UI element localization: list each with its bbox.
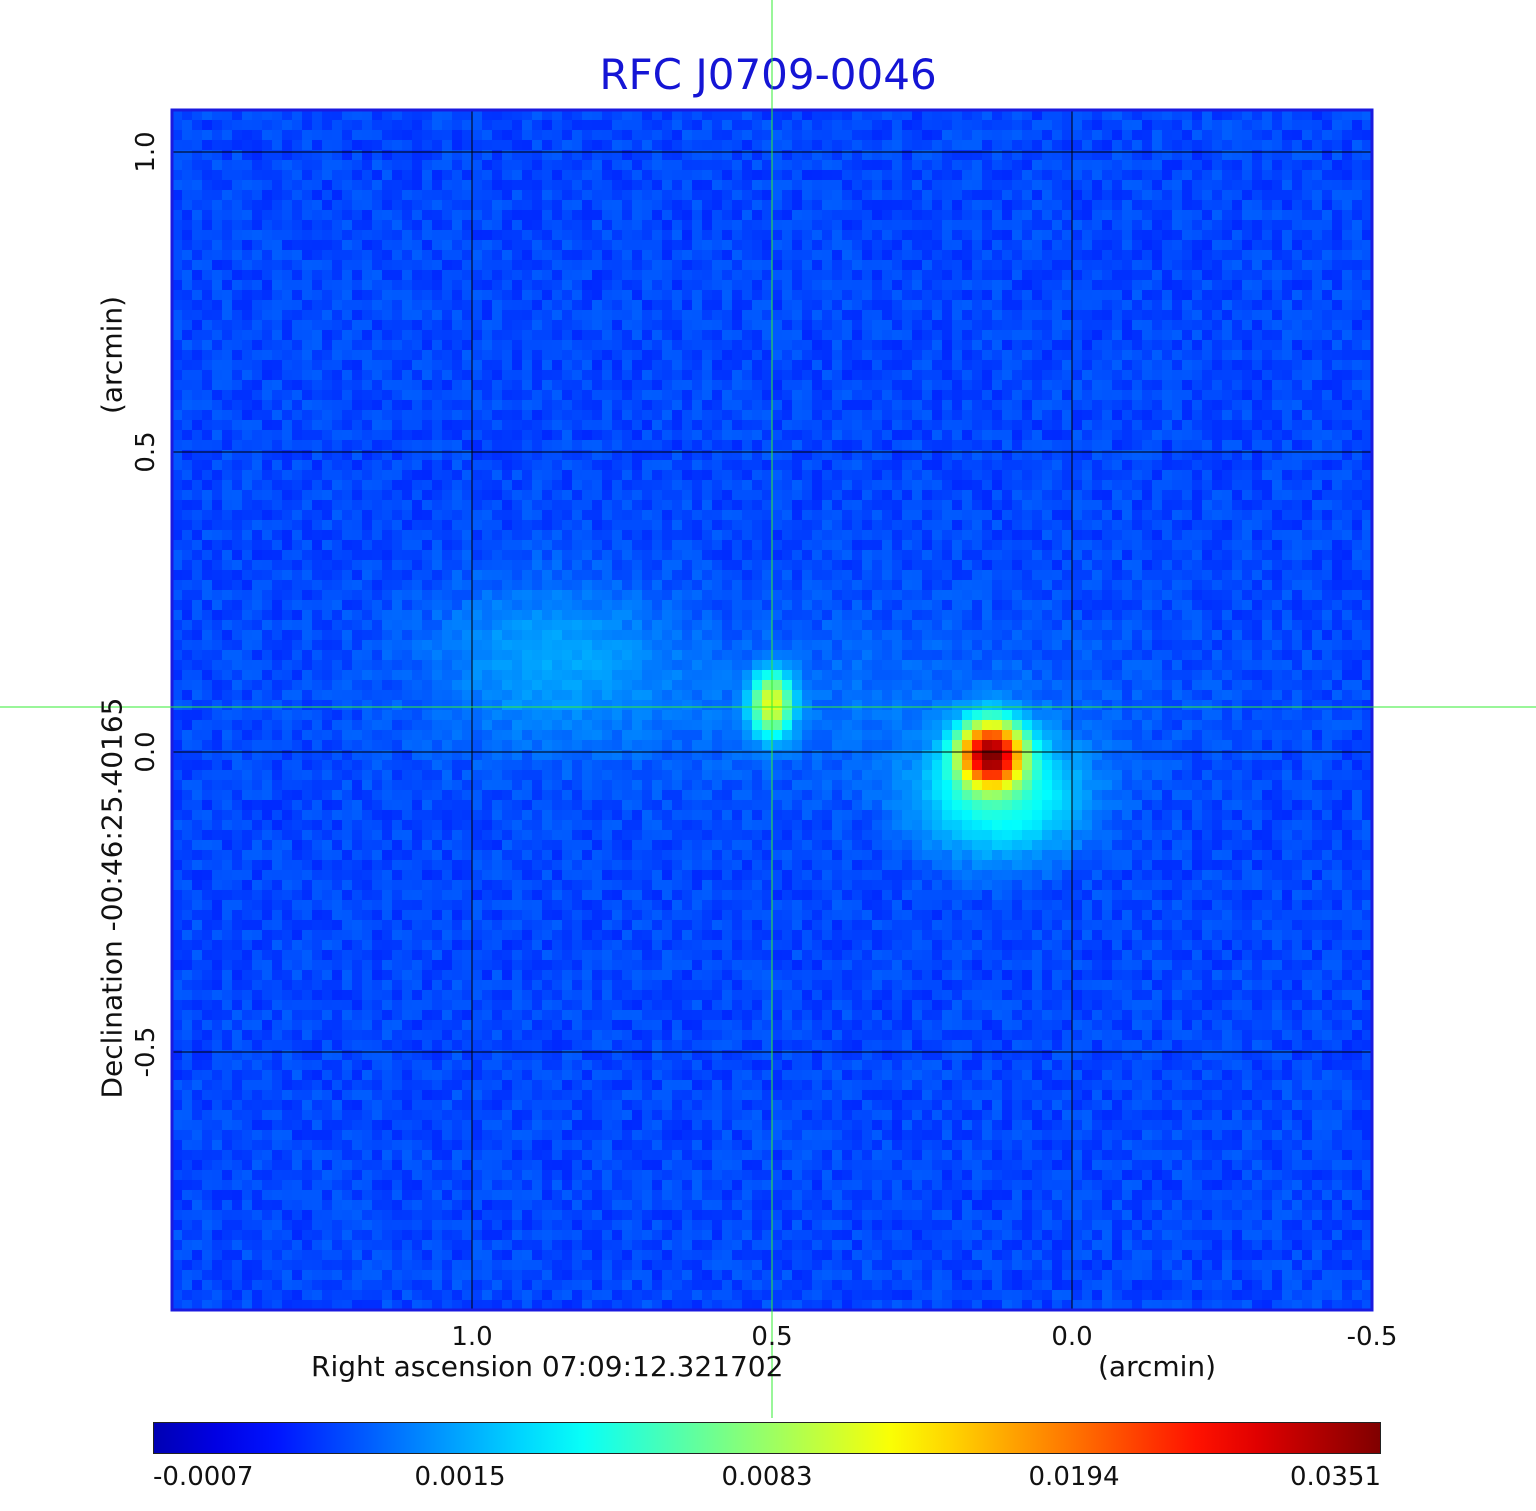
colorbar-tick-label: -0.0007 (153, 1462, 254, 1492)
colorbar-tick-label: 0.0083 (721, 1462, 813, 1492)
x-tick-label: 0.5 (751, 1322, 793, 1352)
x-tick-label: 1.0 (451, 1322, 493, 1352)
y-tick-label: -0.5 (131, 1026, 161, 1078)
colorbar-tick-label: 0.0351 (1290, 1462, 1381, 1492)
y-axis-unit: (arcmin) (95, 295, 129, 415)
map-title: RFC J0709-0046 (599, 50, 937, 99)
colorbar (153, 1422, 1381, 1454)
colorbar-tick-label: 0.0015 (414, 1462, 506, 1492)
x-axis-unit: (arcmin) (1098, 1350, 1217, 1383)
y-tick-label: 1.0 (131, 131, 161, 173)
y-axis-label: Declination -00:46:25.40165 (95, 697, 129, 1099)
x-tick-label: 0.0 (1051, 1322, 1093, 1352)
x-axis-label: Right ascension 07:09:12.321702 (311, 1350, 784, 1383)
y-tick-label: 0.5 (131, 431, 161, 473)
x-tick-label: -0.5 (1346, 1322, 1398, 1352)
y-tick-label: 0.0 (131, 731, 161, 773)
colorbar-tick-label: 0.0194 (1028, 1462, 1120, 1492)
